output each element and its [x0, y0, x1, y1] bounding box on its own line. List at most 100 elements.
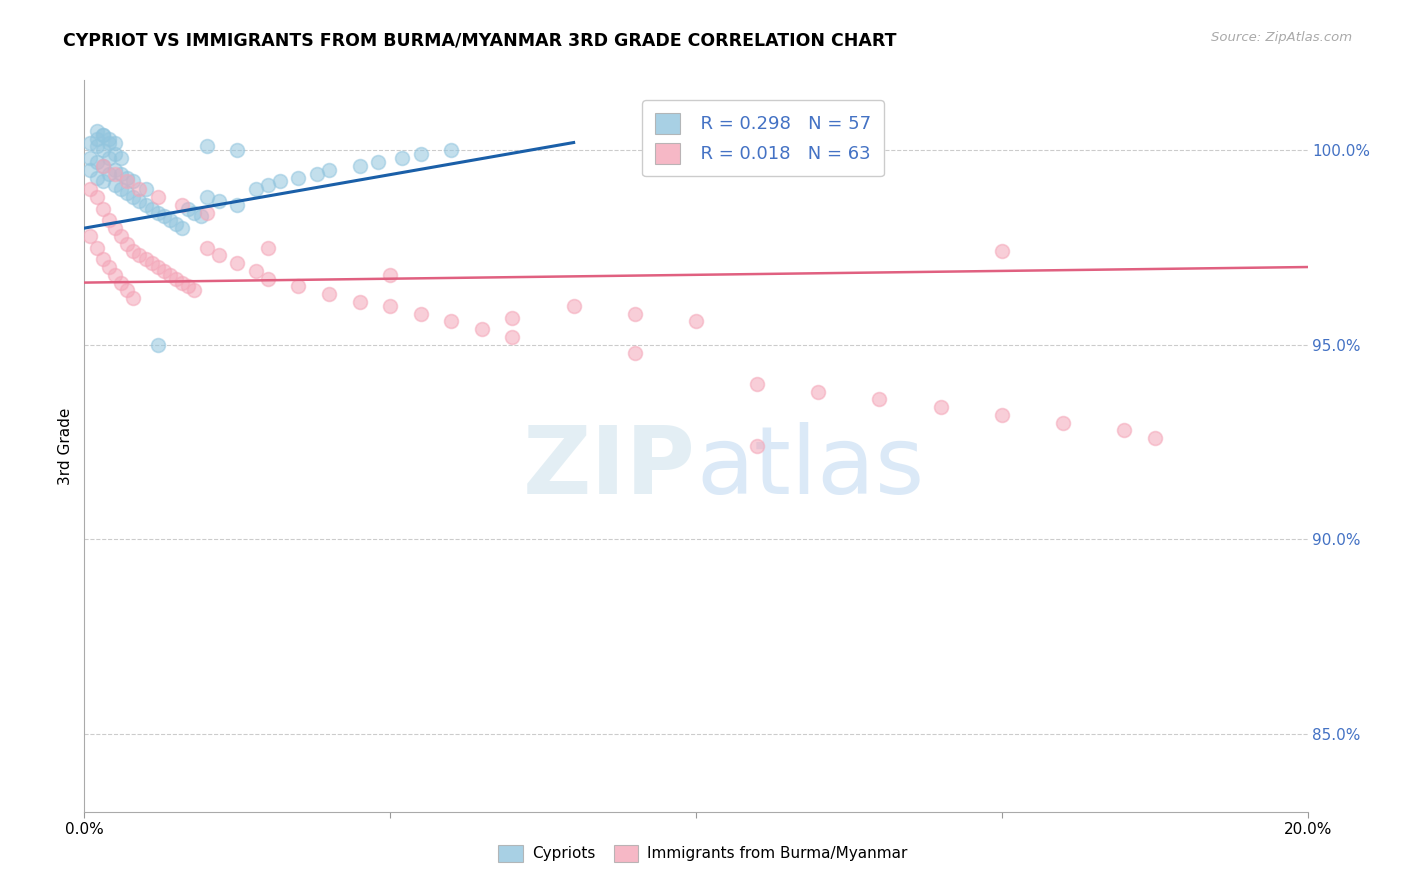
Point	[122, 190, 145, 204]
Point	[380, 299, 402, 313]
Point	[349, 295, 371, 310]
Point	[747, 376, 769, 391]
Point	[305, 167, 328, 181]
Point	[79, 136, 101, 150]
Point	[391, 151, 413, 165]
Point	[104, 136, 127, 150]
Point	[110, 276, 132, 290]
Point	[97, 131, 120, 145]
Point	[97, 167, 120, 181]
Point	[97, 136, 120, 150]
Point	[141, 202, 163, 216]
Legend:   R = 0.298   N = 57,   R = 0.018   N = 63: R = 0.298 N = 57, R = 0.018 N = 63	[643, 100, 884, 177]
Point	[122, 244, 145, 259]
Point	[502, 310, 524, 325]
Point	[190, 210, 212, 224]
Point	[226, 144, 249, 158]
Point	[115, 174, 138, 188]
Point	[269, 174, 291, 188]
Point	[471, 322, 494, 336]
Point	[122, 291, 145, 305]
Point	[349, 159, 371, 173]
Point	[172, 221, 194, 235]
Point	[79, 151, 101, 165]
Point	[86, 170, 108, 185]
Point	[135, 198, 157, 212]
Point	[440, 144, 463, 158]
Text: ZIP: ZIP	[523, 422, 696, 514]
Point	[97, 151, 120, 165]
Point	[153, 210, 176, 224]
Point	[86, 190, 108, 204]
Point	[104, 162, 127, 177]
Point	[747, 439, 769, 453]
Point	[562, 299, 585, 313]
Point	[128, 182, 150, 196]
Point	[226, 256, 249, 270]
Point	[104, 221, 127, 235]
Point	[380, 268, 402, 282]
Point	[1052, 416, 1074, 430]
Point	[502, 330, 524, 344]
Point	[146, 190, 169, 204]
Point	[165, 271, 187, 285]
Point	[172, 276, 194, 290]
Point	[165, 217, 187, 231]
Point	[257, 241, 280, 255]
Point	[115, 284, 138, 298]
Point	[91, 252, 114, 267]
Text: atlas: atlas	[696, 422, 924, 514]
Text: Source: ZipAtlas.com: Source: ZipAtlas.com	[1212, 31, 1353, 45]
Y-axis label: 3rd Grade: 3rd Grade	[58, 408, 73, 484]
Point	[440, 314, 463, 328]
Point	[91, 202, 114, 216]
Point	[226, 198, 249, 212]
Point	[1143, 431, 1166, 445]
Point	[146, 205, 169, 219]
Point	[91, 128, 114, 142]
Point	[245, 264, 267, 278]
Point	[208, 194, 231, 208]
Point	[624, 307, 647, 321]
Point	[159, 213, 181, 227]
Point	[91, 159, 114, 173]
Point	[128, 248, 150, 262]
Point	[177, 202, 200, 216]
Point	[91, 144, 114, 158]
Point	[91, 159, 114, 173]
Point	[79, 228, 101, 243]
Point	[135, 182, 157, 196]
Point	[146, 338, 169, 352]
Point	[807, 384, 830, 399]
Point	[367, 155, 389, 169]
Point	[104, 178, 127, 193]
Point	[104, 268, 127, 282]
Point	[79, 182, 101, 196]
Text: CYPRIOT VS IMMIGRANTS FROM BURMA/MYANMAR 3RD GRADE CORRELATION CHART: CYPRIOT VS IMMIGRANTS FROM BURMA/MYANMAR…	[63, 31, 897, 49]
Point	[991, 244, 1014, 259]
Point	[409, 307, 432, 321]
Point	[86, 131, 108, 145]
Point	[122, 174, 145, 188]
Point	[110, 228, 132, 243]
Point	[159, 268, 181, 282]
Point	[104, 167, 127, 181]
Point	[97, 213, 120, 227]
Point	[135, 252, 157, 267]
Point	[929, 400, 952, 414]
Point	[177, 279, 200, 293]
Point	[685, 314, 707, 328]
Point	[869, 392, 891, 407]
Point	[245, 182, 267, 196]
Point	[195, 205, 218, 219]
Point	[287, 170, 309, 185]
Point	[110, 167, 132, 181]
Point	[208, 248, 231, 262]
Point	[91, 128, 114, 142]
Point	[624, 345, 647, 359]
Point	[257, 271, 280, 285]
Point	[409, 147, 432, 161]
Point	[115, 186, 138, 200]
Point	[128, 194, 150, 208]
Point	[195, 241, 218, 255]
